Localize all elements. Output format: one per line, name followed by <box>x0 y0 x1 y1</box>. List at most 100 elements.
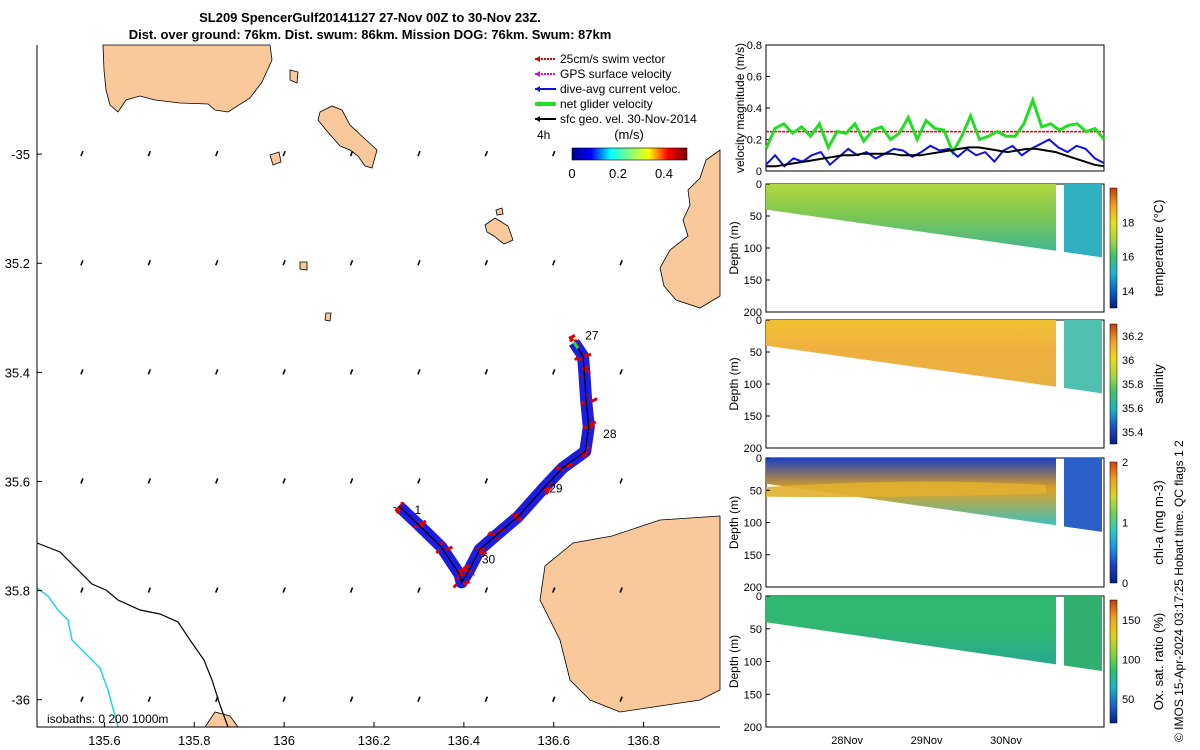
geostrophic-velocity-arrow <box>417 150 421 157</box>
chl-a-data-region-late <box>1064 458 1102 532</box>
swim-vector <box>584 352 592 359</box>
swim-vector <box>513 512 521 519</box>
land-mass-1 <box>102 44 273 113</box>
geostrophic-velocity-arrow <box>417 259 421 266</box>
swim-vector <box>589 420 597 427</box>
geostrophic-velocity-arrow <box>80 696 84 703</box>
x-tick-label: 136.4 <box>448 733 481 748</box>
day-label: 1 <box>414 503 421 517</box>
depth-tick-label: 0 <box>756 179 762 191</box>
swim-vector <box>582 453 588 459</box>
swim-vector <box>589 423 595 429</box>
swim-vector <box>461 572 466 577</box>
geostrophic-velocity-arrow <box>417 587 421 593</box>
colorbar-tick-label: 18 <box>1122 217 1134 229</box>
x-tick-label: 136.6 <box>537 733 570 748</box>
colorbar-tick-label: 35.4 <box>1122 427 1143 439</box>
geostrophic-velocity-arrow <box>282 259 286 266</box>
time-tick-label: 28Nov <box>831 735 863 747</box>
swim-vector <box>549 482 554 487</box>
salinity-data-region <box>766 320 1056 387</box>
time-tick-label: 29Nov <box>911 735 943 747</box>
chart-title-line-1: SL209 SpencerGulf20141127 27-Nov 00Z to … <box>199 10 541 25</box>
geostrophic-velocity-arrow <box>552 259 556 266</box>
geostrophic-velocity-arrow <box>417 696 421 703</box>
swim-vector <box>566 462 574 469</box>
depth-axis-label: Depth (m) <box>727 635 741 688</box>
geostrophic-velocity-arrow <box>80 587 84 593</box>
depth-tick-label: 50 <box>750 347 762 359</box>
oxygen-data-region <box>766 596 1056 665</box>
y-tick-label: 35.6 <box>5 474 30 489</box>
geostrophic-velocity-arrow <box>80 369 84 375</box>
swim-vector <box>586 369 591 374</box>
depth-axis-label: Depth (m) <box>727 221 741 274</box>
isobath-200m <box>36 542 229 728</box>
swim-vector <box>544 489 550 495</box>
velocity-y-tick-label: 0 <box>756 166 762 178</box>
swim-vector <box>568 334 576 340</box>
velocity-series-2 <box>764 95 1106 156</box>
salinity-colorbar <box>1109 323 1118 445</box>
swim-vector <box>578 357 583 362</box>
geostrophic-velocity-arrow <box>349 478 354 484</box>
depth-tick-label: 200 <box>744 443 762 455</box>
land-mass-9 <box>324 312 332 322</box>
velocity-y-tick-label: 0.4 <box>747 103 762 115</box>
colorbar-tick-label: 150 <box>1122 615 1140 627</box>
legend-arrowhead <box>535 116 540 122</box>
temperature-colorbar-label: temperature (°C) <box>1151 200 1166 297</box>
colorbar-tick-label: 0 <box>1122 578 1128 590</box>
depth-tick-label: 0 <box>756 591 762 603</box>
geostrophic-velocity-arrow <box>147 587 152 593</box>
time-step-label: 4h <box>537 128 550 142</box>
y-tick-label: 35.2 <box>5 256 30 271</box>
swim-vector <box>395 508 401 515</box>
swim-vector <box>581 365 589 371</box>
swim-vector <box>457 571 463 577</box>
geostrophic-velocity-arrow <box>619 696 623 703</box>
geostrophic-velocity-arrow <box>552 587 556 593</box>
y-tick-label: 35.4 <box>5 365 30 380</box>
x-tick-label: 136.8 <box>627 733 660 748</box>
day-label: 29 <box>549 481 563 495</box>
swim-vector <box>573 355 580 362</box>
depth-tick-label: 150 <box>744 411 762 423</box>
time-tick-label: 30Nov <box>990 735 1022 747</box>
depth-tick-label: 100 <box>744 518 762 530</box>
land-mass-4 <box>289 69 299 84</box>
geostrophic-velocity-arrow <box>484 696 489 703</box>
depth-tick-label: 200 <box>744 722 762 734</box>
swim-vector <box>445 545 454 552</box>
geostrophic-velocity-arrow <box>282 587 286 593</box>
geostrophic-velocity-arrow <box>214 369 219 375</box>
colorbar-tick-label: 14 <box>1122 286 1134 298</box>
depth-axis-label: Depth (m) <box>727 357 741 410</box>
geostrophic-velocity-arrow <box>80 259 84 266</box>
copyright-credit: © IMOS 15-Apr-2024 03:17:25 Hobart time.… <box>1172 440 1186 742</box>
colorbar-tick-label: 16 <box>1122 252 1134 264</box>
land-mass-8 <box>659 149 721 309</box>
colorbar-tick-label: 1 <box>1122 518 1128 530</box>
geostrophic-velocity-arrow <box>349 369 354 375</box>
legend-label: net glider velocity <box>560 97 653 111</box>
isobath-legend-label: isobaths: 0 200 1000m <box>47 712 168 726</box>
colorbar-tick-label: 36 <box>1122 355 1134 367</box>
swim-vector <box>483 551 488 556</box>
geostrophic-velocity-arrow <box>214 696 219 703</box>
temperature-data-region-late <box>1064 184 1102 258</box>
geostrophic-velocity-arrow <box>619 587 623 593</box>
isobath-1000m <box>36 587 119 728</box>
swim-vector <box>439 541 444 546</box>
swim-vector <box>580 400 586 406</box>
geostrophic-velocity-arrow <box>619 478 623 484</box>
geostrophic-velocity-arrow <box>484 369 489 375</box>
geostrophic-velocity-arrow <box>80 150 84 157</box>
swim-vector <box>573 338 578 343</box>
velocity-series-4 <box>766 146 1105 168</box>
swim-vector <box>518 517 523 522</box>
geostrophic-velocity-arrow <box>349 696 354 703</box>
temperature-colorbar <box>1109 187 1118 309</box>
swim-vector <box>419 519 427 526</box>
colorbar-tick-label: 100 <box>1122 655 1140 667</box>
